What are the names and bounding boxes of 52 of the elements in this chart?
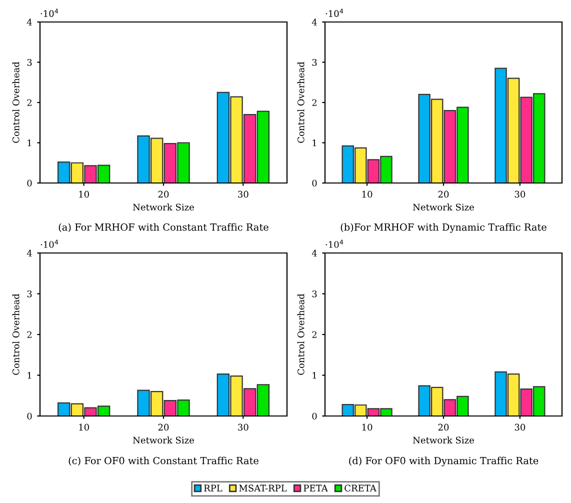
legend-label: PETA — [304, 484, 328, 492]
y-tick-label: 0 — [27, 412, 32, 420]
x-tick-label: 10 — [79, 190, 89, 198]
x-axis-title: Network Size — [133, 436, 194, 444]
y-tick-label: 4 — [312, 250, 317, 256]
text: ·10$^{4}$ — [40, 8, 58, 17]
y-tick-label: 4 — [26, 250, 32, 256]
y-axis-title: Control Overhead — [297, 294, 304, 375]
x-tick-label: 20 — [438, 424, 449, 431]
text: (d) For OF0 with Dynamic Traffic Rate — [349, 456, 538, 466]
y-tick-label: 0 — [27, 180, 32, 187]
legend-label: CRETA — [344, 484, 377, 492]
y-tick-label: 1 — [312, 372, 316, 379]
x-tick-label: 10 — [79, 424, 89, 431]
y-tick-label: 2 — [27, 331, 32, 338]
text: (b)For MRHOF with Dynamic Traffic Rate — [340, 223, 546, 233]
y-tick-label: 1 — [28, 139, 32, 146]
x-tick-label: 30 — [514, 424, 526, 431]
y-tick-label: 1 — [28, 372, 32, 379]
y-tick-label: 2 — [312, 331, 316, 338]
x-axis-title: Network Size — [413, 204, 474, 211]
y-tick-label: 3 — [27, 290, 32, 298]
y-tick-label: 3 — [27, 58, 32, 66]
x-axis-title: Network Size — [133, 204, 194, 211]
y-tick-label: 3 — [312, 58, 317, 66]
x-tick-label: 30 — [238, 190, 248, 198]
y-tick-label: 2 — [312, 99, 316, 106]
text: ·10$^{4}$ — [40, 240, 58, 248]
x-tick-label: 10 — [362, 190, 372, 198]
y-tick-label: 0 — [312, 412, 317, 420]
y-axis-title: Control Overhead — [12, 294, 20, 375]
x-tick-label: 30 — [238, 424, 248, 431]
x-tick-label: 10 — [362, 424, 372, 431]
y-tick-label: 3 — [312, 290, 317, 298]
y-tick-label: 0 — [312, 180, 317, 187]
y-tick-label: 2 — [27, 99, 32, 106]
x-tick-label: 20 — [438, 190, 449, 198]
text: ·10$^{4}$ — [326, 8, 344, 17]
text: (a) For MRHOF with Constant Traffic Rate — [58, 223, 268, 232]
text: (c) For OF0 with Constant Traffic Rate — [68, 456, 258, 466]
x-tick-label: 20 — [158, 424, 169, 431]
y-tick-label: 4 — [312, 18, 317, 26]
legend-label: MSAT-RPL — [239, 484, 287, 492]
x-tick-label: 20 — [158, 190, 169, 198]
x-tick-label: 30 — [514, 190, 526, 198]
text: ·10$^{4}$ — [326, 240, 344, 248]
x-axis-title: Network Size — [413, 436, 474, 444]
y-axis-title: Control Overhead — [12, 62, 20, 143]
y-tick-label: 4 — [26, 18, 32, 26]
y-tick-label: 1 — [312, 139, 316, 146]
y-axis-title: Control Overhead — [297, 62, 304, 143]
legend-label: RPL — [204, 484, 222, 492]
